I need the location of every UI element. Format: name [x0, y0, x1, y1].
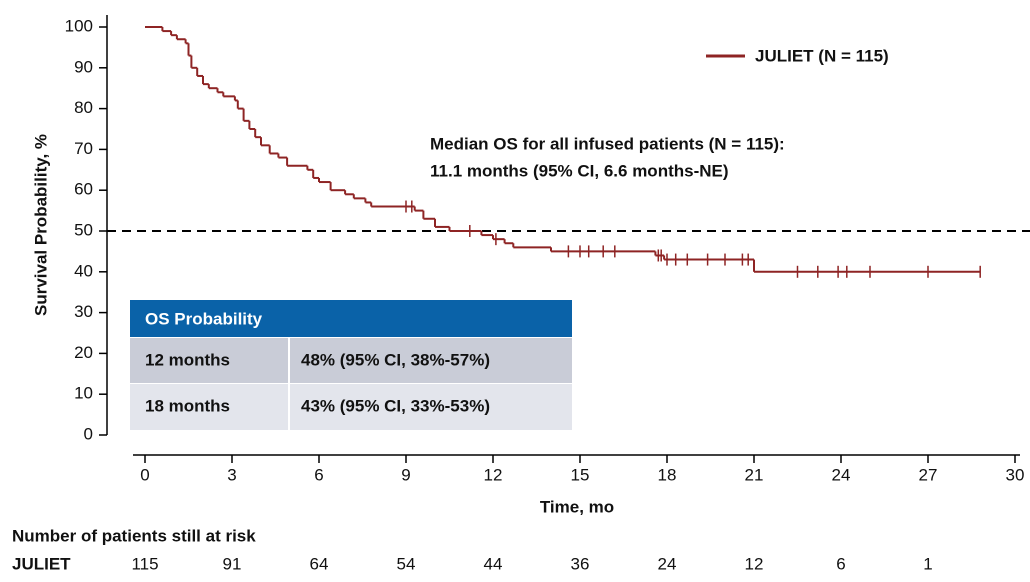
annotation: 11.1 months (95% CI, 6.6 months-NE) [430, 161, 729, 180]
table-cell: 48% (95% CI, 38%-57%) [301, 350, 490, 369]
table-row [130, 384, 572, 430]
x-tick-label: 6 [314, 465, 323, 484]
legend-label: JULIET (N = 115) [755, 46, 889, 65]
y-tick-label: 60 [74, 180, 93, 199]
x-tick-label: 27 [919, 465, 938, 484]
risk-value: 115 [131, 554, 158, 573]
table-cell: 43% (95% CI, 33%-53%) [301, 396, 490, 415]
risk-value: 44 [484, 554, 503, 573]
risk-value: 91 [223, 554, 242, 573]
y-tick-label: 10 [74, 384, 93, 403]
table-header-text: OS Probability [145, 309, 263, 328]
y-tick-label: 20 [74, 343, 93, 362]
risk-label: JULIET [12, 554, 71, 573]
x-tick-label: 15 [571, 465, 590, 484]
table-cell: 18 months [145, 396, 230, 415]
table-row [130, 338, 572, 383]
x-tick-label: 12 [484, 465, 503, 484]
y-tick-label: 0 [84, 424, 93, 443]
x-tick-label: 3 [227, 465, 236, 484]
x-tick-label: 9 [401, 465, 410, 484]
x-tick-label: 24 [832, 465, 851, 484]
table-header [130, 300, 572, 337]
x-axis-label: Time, mo [540, 497, 614, 516]
x-tick-label: 21 [745, 465, 764, 484]
risk-value: 6 [836, 554, 845, 573]
x-tick-label: 0 [140, 465, 149, 484]
risk-title: Number of patients still at risk [12, 526, 256, 545]
y-tick-label: 80 [74, 98, 93, 117]
y-tick-label: 90 [74, 57, 93, 76]
risk-value: 12 [745, 554, 764, 573]
risk-value: 54 [397, 554, 416, 573]
risk-value: 1 [923, 554, 932, 573]
y-tick-label: 40 [74, 261, 93, 280]
risk-value: 36 [571, 554, 590, 573]
y-tick-label: 50 [74, 220, 93, 239]
x-tick-label: 18 [658, 465, 677, 484]
y-tick-label: 30 [74, 302, 93, 321]
risk-value: 64 [310, 554, 329, 573]
table-cell: 12 months [145, 350, 230, 369]
y-tick-label: 70 [74, 139, 93, 158]
y-axis-label: Survival Probability, % [31, 134, 50, 316]
x-tick-label: 30 [1006, 465, 1025, 484]
risk-value: 24 [658, 554, 677, 573]
annotation: Median OS for all infused patients (N = … [430, 134, 785, 153]
y-tick-label: 100 [65, 16, 93, 35]
